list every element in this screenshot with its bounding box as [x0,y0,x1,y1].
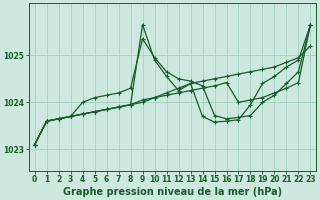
X-axis label: Graphe pression niveau de la mer (hPa): Graphe pression niveau de la mer (hPa) [63,187,282,197]
